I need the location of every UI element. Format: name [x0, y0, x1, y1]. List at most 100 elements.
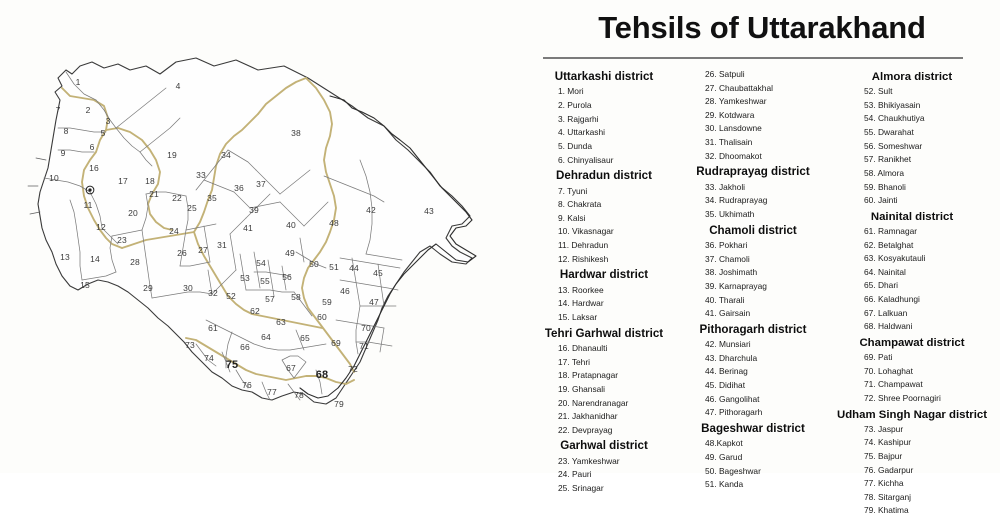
- tehsil-item: 58. Almora: [864, 167, 905, 178]
- map-tehsil-number-3: 3: [105, 116, 111, 126]
- map-tehsil-number-6: 6: [89, 142, 95, 152]
- map-tehsil-number-49: 49: [285, 248, 295, 258]
- map-tehsil-number-65: 65: [300, 333, 310, 343]
- tehsil-item: 61. Ramnagar: [864, 225, 918, 236]
- tehsil-item: 57. Ranikhet: [864, 154, 912, 165]
- map-tehsil-number-67: 67: [286, 363, 296, 373]
- district-heading: Rudraprayag district: [696, 165, 810, 179]
- tehsil-item: 62. Betalghat: [864, 239, 914, 250]
- tehsil-item: 14. Hardwar: [558, 298, 604, 309]
- tehsil-item: 53. Bhikiyasain: [864, 99, 921, 110]
- map-tehsil-number-56: 56: [282, 272, 292, 282]
- tehsil-item: 37. Chamoli: [705, 253, 750, 264]
- map-tehsil-number-40: 40: [286, 220, 296, 230]
- tehsil-item: 63. Kosyakutauli: [864, 253, 926, 264]
- tehsil-item: 24. Pauri: [558, 469, 592, 480]
- map-tehsil-number-42: 42: [366, 205, 376, 215]
- tehsil-item: 15. Laksar: [558, 311, 598, 322]
- district-heading: Pithoragarh district: [699, 322, 807, 336]
- title-divider: [543, 57, 963, 59]
- tehsil-item: 4. Uttarkashi: [558, 127, 606, 138]
- map-tehsil-number-11: 11: [83, 200, 93, 210]
- map-tehsil-number-2: 2: [85, 105, 91, 115]
- map-tehsil-number-45: 45: [373, 268, 383, 278]
- page-title: Tehsils of Uttarakhand: [598, 10, 926, 45]
- map-tehsil-number-51: 51: [329, 262, 339, 272]
- map-tehsil-number-76: 76: [242, 380, 252, 390]
- tehsil-item: 48.Kapkot: [705, 438, 743, 449]
- map-tehsil-number-41: 41: [243, 223, 253, 233]
- map-tehsil-number-18: 18: [145, 176, 155, 186]
- tehsil-item: 47. Pithoragarh: [705, 407, 763, 418]
- map-tehsil-number-53: 53: [240, 273, 250, 283]
- tehsil-item: 43. Dharchula: [705, 352, 758, 363]
- tehsil-item: 59. Bhanoli: [864, 181, 906, 192]
- list-column-1: Uttarkashi district 1. Mori 2. Purola 3. Ra…: [528, 68, 680, 496]
- map-tehsil-number-58: 58: [291, 292, 301, 302]
- tehsil-item: 25. Srinagar: [558, 483, 604, 494]
- tehsil-item: 28. Yamkeshwar: [705, 96, 767, 107]
- tehsil-boundaries: [43, 71, 403, 401]
- tehsil-item: 49. Garud: [705, 451, 743, 462]
- tehsil-item: 70. Lohaghat: [864, 365, 913, 376]
- map-tehsil-number-57: 57: [265, 294, 275, 304]
- map-tehsil-number-8: 8: [63, 126, 69, 136]
- map-tehsil-number-37: 37: [256, 179, 266, 189]
- tehsil-item: 5. Dunda: [558, 140, 592, 151]
- map-tehsil-number-44: 44: [349, 263, 359, 273]
- tehsil-item: 29. Kotdwara: [705, 109, 755, 120]
- map-tehsil-number-24: 24: [169, 226, 179, 236]
- tehsil-item: 76. Gadarpur: [864, 464, 914, 475]
- map-tehsil-number-38: 38: [291, 128, 301, 138]
- district-heading: Udham Singh Nagar district: [837, 408, 987, 421]
- tehsil-item: 31. Thalisain: [705, 137, 753, 148]
- map-svg: [27, 57, 477, 405]
- map-tehsil-number-25: 25: [187, 203, 197, 213]
- tehsil-item: 77. Kichha: [864, 478, 904, 489]
- tehsil-item: 75. Bajpur: [864, 451, 903, 462]
- map-tehsil-number-77: 77: [267, 387, 277, 397]
- tehsil-item: 16. Dhanaulti: [558, 343, 608, 354]
- list-column-2: 26. Satpuli 27. Chaubattakhal 28. Yamkeshw…: [680, 68, 826, 492]
- map-tehsil-number-30: 30: [183, 283, 193, 293]
- tehsil-item: 27. Chaubattakhal: [705, 82, 773, 93]
- map-tehsil-number-26: 26: [177, 248, 187, 258]
- tehsil-item: 33. Jakholi: [705, 181, 746, 192]
- map-tehsil-number-61: 61: [208, 323, 218, 333]
- tehsil-item: 34. Rudraprayag: [705, 195, 768, 206]
- map-tehsil-number-71: 71: [359, 341, 369, 351]
- map-tehsil-number-34: 34: [221, 150, 231, 160]
- tehsil-item: 3. Rajgarhi: [558, 113, 599, 124]
- tehsil-item: 73. Jaspur: [864, 423, 904, 434]
- map-tehsil-number-31: 31: [217, 240, 227, 250]
- map-tehsil-number-46: 46: [340, 286, 350, 296]
- district-heading: Hardwar district: [559, 268, 649, 282]
- tehsil-item: 50. Bageshwar: [705, 465, 761, 476]
- map-tehsil-number-66: 66: [240, 342, 250, 352]
- tehsil-item: 18. Pratapnagar: [558, 370, 619, 381]
- map-tehsil-number-55: 55: [260, 276, 270, 286]
- tehsil-item: 1. Mori: [558, 86, 584, 97]
- district-heading: Champawat district: [859, 336, 965, 349]
- map-tehsil-number-4: 4: [175, 81, 181, 91]
- tehsil-item: 20. Narendranagar: [558, 397, 629, 408]
- map-tehsil-number-52: 52: [226, 291, 236, 301]
- map-tehsil-number-43: 43: [424, 206, 434, 216]
- tehsil-item: 19. Ghansali: [558, 383, 606, 394]
- map-tehsil-number-29: 29: [143, 283, 153, 293]
- tehsil-item: 69. Pati: [864, 352, 893, 363]
- map-tehsil-number-33: 33: [196, 170, 206, 180]
- map-tehsil-number-50: 50: [309, 259, 319, 269]
- map-tehsil-number-60: 60: [317, 312, 327, 322]
- map-tehsil-number-39: 39: [249, 205, 259, 215]
- tehsil-item: 74. Kashipur: [864, 437, 912, 448]
- map-tehsil-number-78: 78: [294, 390, 304, 400]
- map-tehsil-number-63: 63: [276, 317, 286, 327]
- tehsil-item: 36. Pokhari: [705, 240, 748, 251]
- tehsil-item: 9. Kalsi: [558, 212, 586, 223]
- district-heading: Bageshwar district: [701, 421, 805, 435]
- map-tehsil-number-62: 62: [250, 306, 260, 316]
- map-tehsil-number-14: 14: [90, 254, 100, 264]
- map-tehsil-number-48: 48: [329, 218, 339, 228]
- map-tehsil-number-20: 20: [128, 208, 138, 218]
